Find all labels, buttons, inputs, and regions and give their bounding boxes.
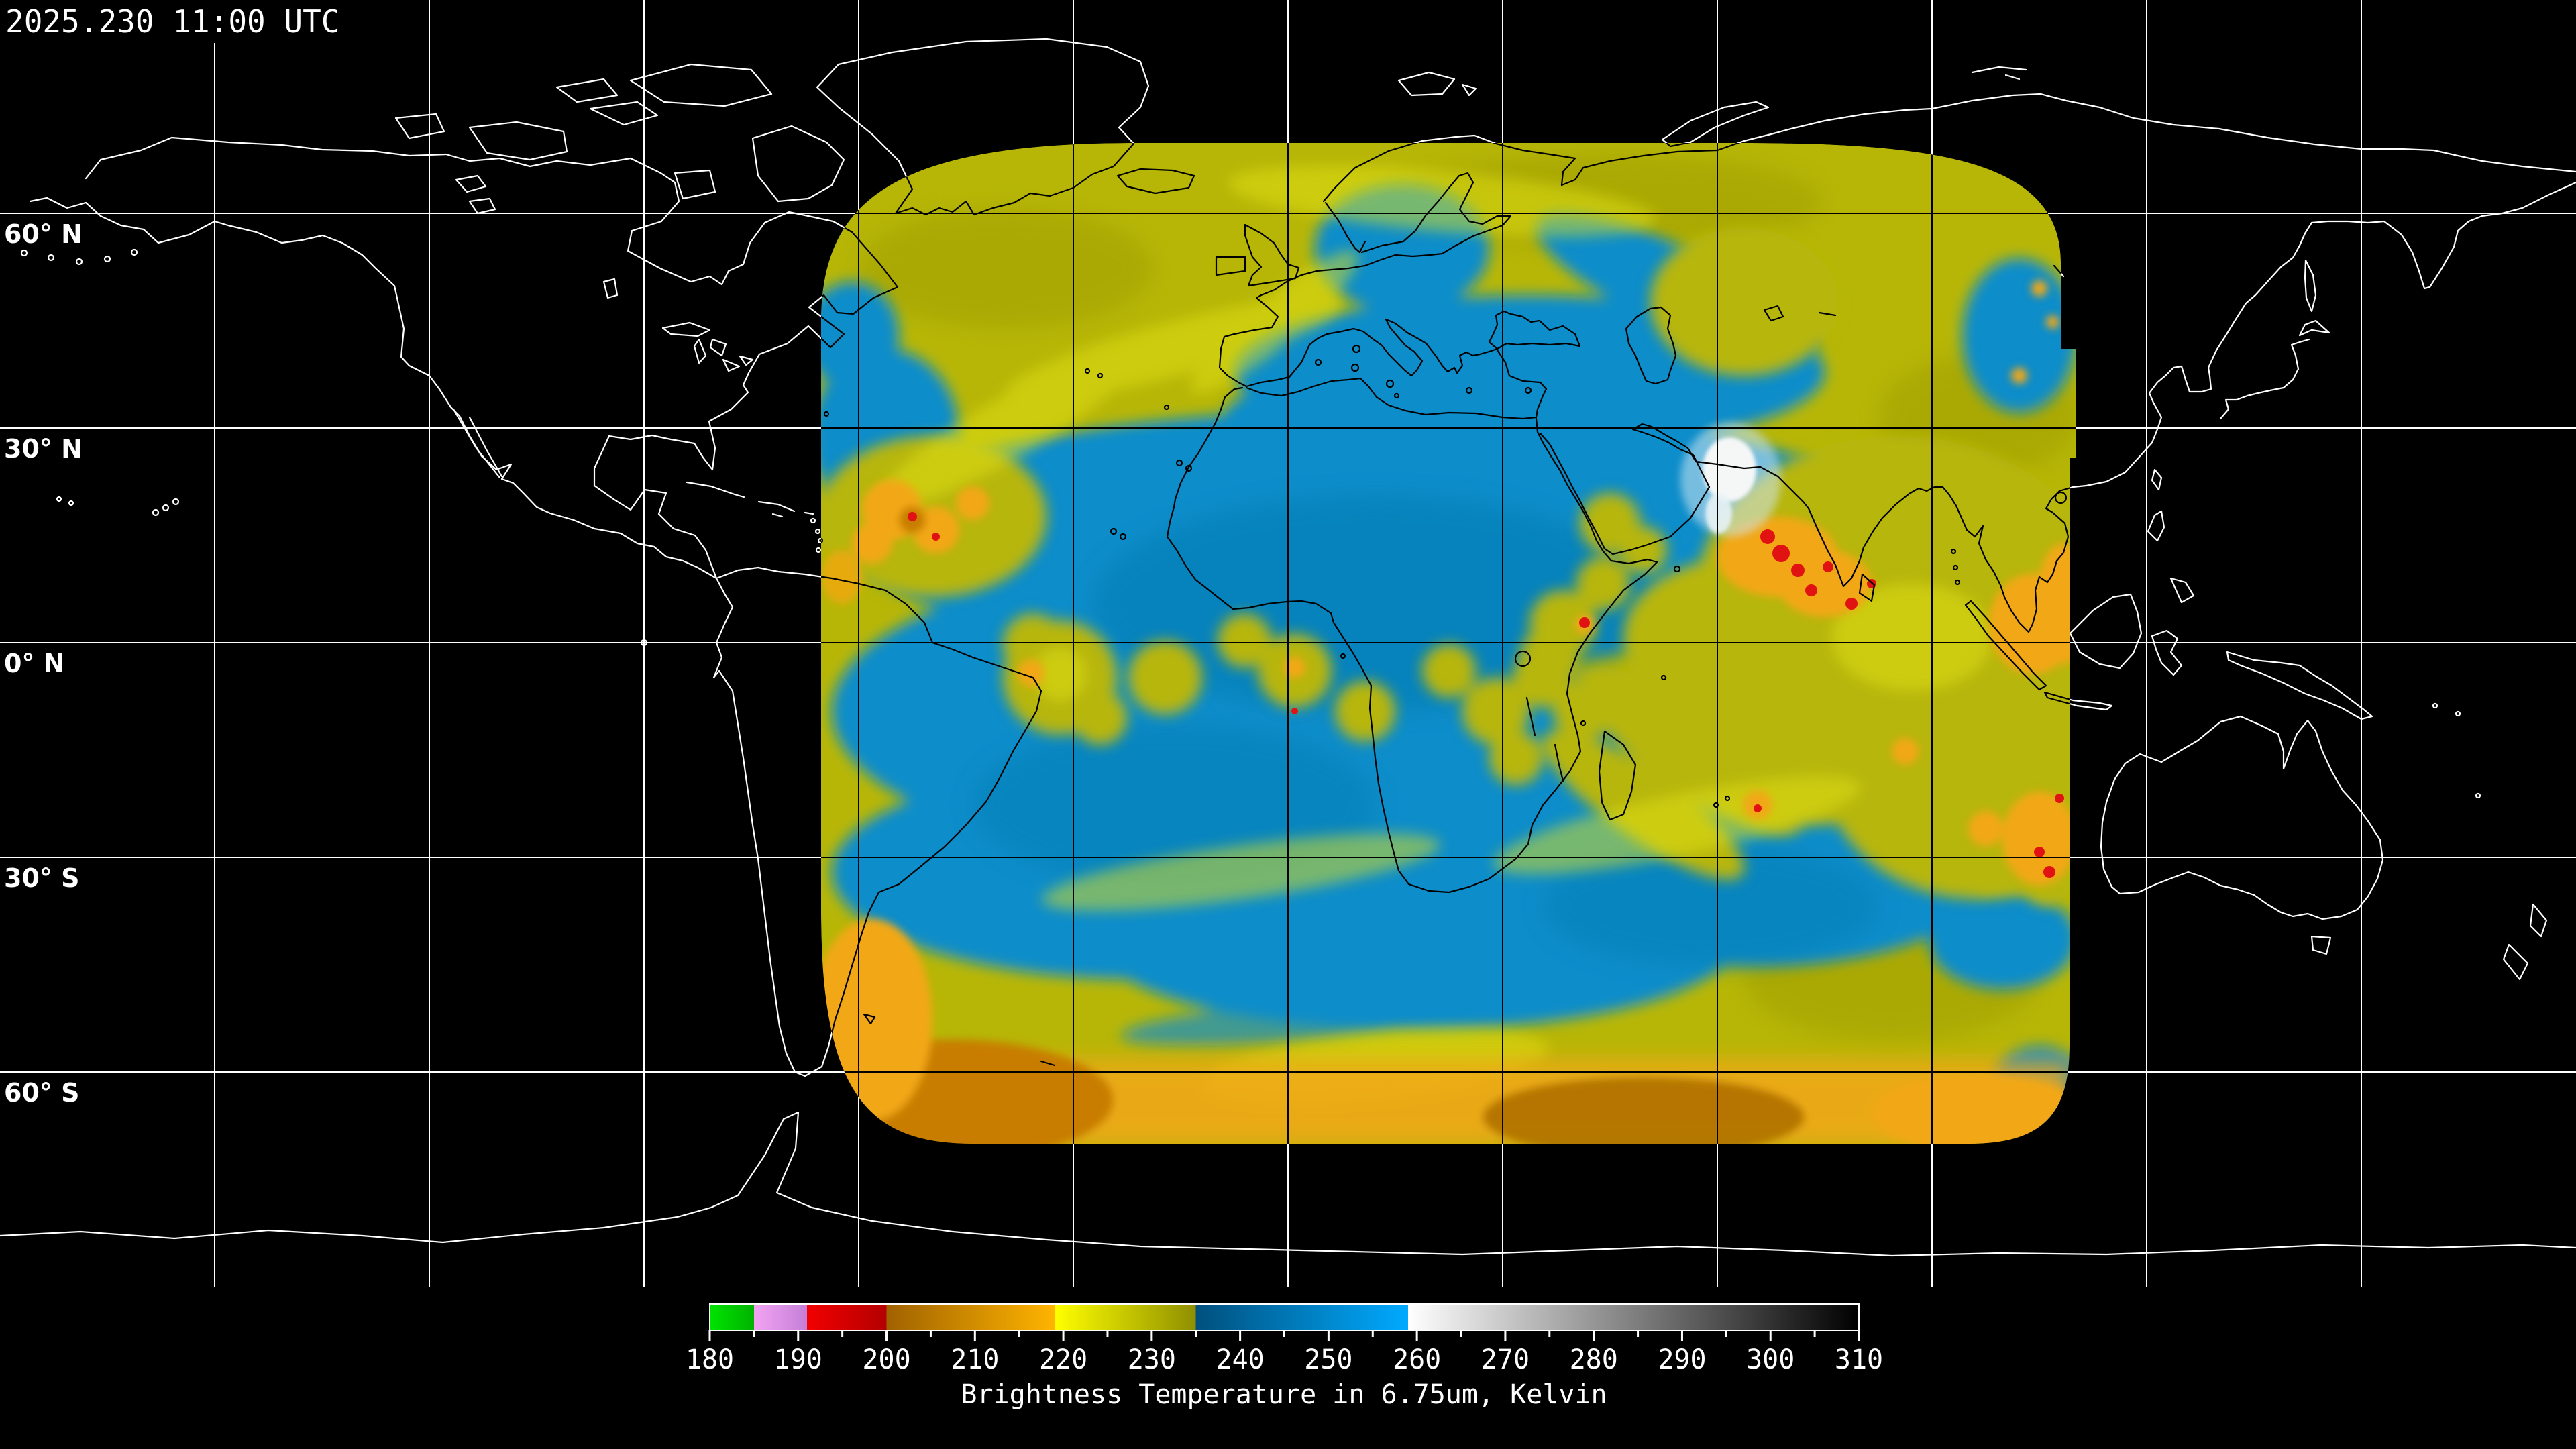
colorbar-tick-label: 300	[1746, 1344, 1794, 1375]
colorbar-tick-label: 190	[774, 1344, 822, 1375]
colorbar-tick-label: 230	[1128, 1344, 1176, 1375]
colorbar-tick-label: 280	[1570, 1344, 1618, 1375]
colorbar-title: Brightness Temperature in 6.75um, Kelvin	[961, 1379, 1607, 1410]
colorbar: 180 190 200 210 220 230 240 250 260 270 280 290 300 3…	[686, 1303, 1883, 1410]
lat-label: 30° N	[4, 434, 83, 464]
lat-label: 60° S	[4, 1078, 79, 1108]
colorbar-tick-label: 210	[951, 1344, 999, 1375]
colorbar-tick-label: 270	[1481, 1344, 1529, 1375]
colorbar-tick-label: 310	[1835, 1344, 1883, 1375]
colorbar-tick-label: 250	[1304, 1344, 1352, 1375]
lat-label: 60° N	[4, 219, 83, 249]
graticule-inside	[0, 0, 2576, 1287]
colorbar-gradient-bar	[709, 1303, 1860, 1331]
lat-label: 0° N	[4, 649, 64, 678]
timestamp-block: 2025.230 11:00 UTC	[0, 0, 366, 43]
colorbar-tick-label: 180	[686, 1344, 734, 1375]
colorbar-tick-label: 220	[1039, 1344, 1087, 1375]
colorbar-tick-label: 240	[1216, 1344, 1264, 1375]
white-cloud-mass	[1680, 423, 1781, 537]
lat-label: 30° S	[4, 863, 79, 893]
satellite-swath	[0, 0, 2576, 1287]
colorbar-tick-label: 200	[862, 1344, 910, 1375]
timestamp: 2025.230 11:00 UTC	[5, 3, 340, 40]
red-overshoot-dots	[908, 512, 2064, 878]
colorbar-tick-labels: 180 190 200 210 220 230 240 250 260 270 280 290 300 3…	[686, 1344, 1883, 1375]
colorbar-ticks	[708, 1330, 1860, 1341]
colorbar-tick-label: 290	[1658, 1344, 1706, 1375]
timestamp-backdrop	[0, 0, 366, 43]
colorbar-tick-label: 260	[1393, 1344, 1441, 1375]
latitude-labels: 60° N 30° N 0° N 30° S 60° S	[4, 219, 83, 1108]
